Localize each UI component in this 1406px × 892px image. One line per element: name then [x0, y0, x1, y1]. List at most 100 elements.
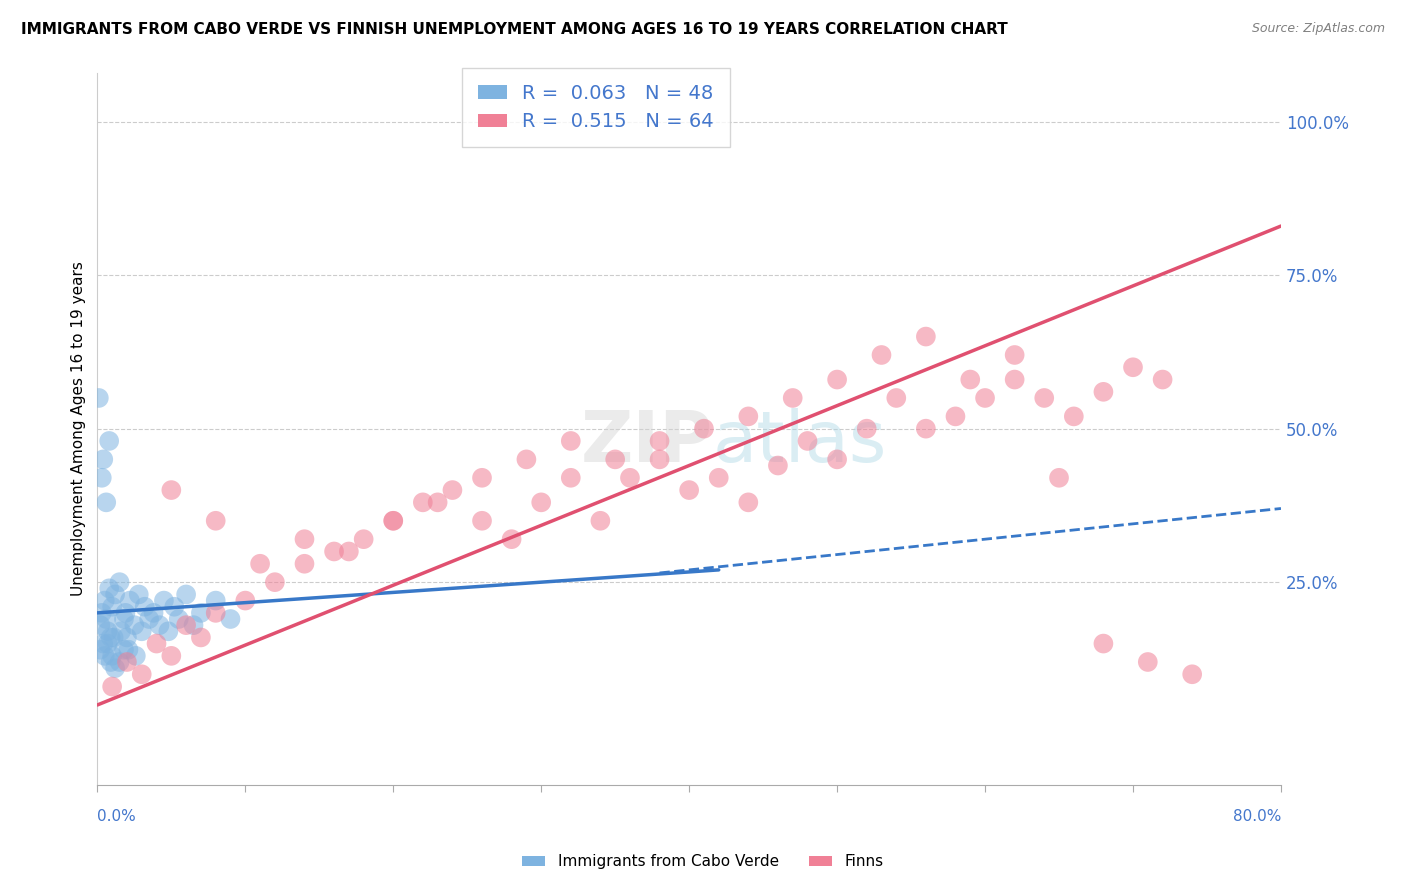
Point	[530, 495, 553, 509]
Point	[90, 471, 112, 485]
Point	[471, 514, 494, 528]
Point	[174, 587, 197, 601]
Point	[249, 557, 271, 571]
Point	[108, 575, 131, 590]
Point	[117, 642, 139, 657]
Point	[125, 648, 148, 663]
Point	[101, 648, 124, 663]
Point	[108, 655, 131, 669]
Text: Source: ZipAtlas.com: Source: ZipAtlas.com	[1251, 22, 1385, 36]
Point	[1033, 391, 1056, 405]
Point	[157, 624, 180, 639]
Point	[1136, 655, 1159, 669]
Point	[98, 582, 121, 596]
Point	[782, 391, 804, 405]
Point	[1152, 372, 1174, 386]
Point	[737, 495, 759, 509]
Point	[94, 593, 117, 607]
Point	[412, 495, 434, 509]
Point	[825, 452, 848, 467]
Point	[766, 458, 789, 473]
Point	[737, 409, 759, 424]
Point	[884, 391, 907, 405]
Point	[294, 532, 316, 546]
Point	[97, 636, 120, 650]
Point	[98, 434, 121, 448]
Point	[118, 593, 141, 607]
Point	[648, 452, 671, 467]
Point	[589, 514, 612, 528]
Point	[115, 655, 138, 669]
Legend: R =  0.063   N = 48, R =  0.515   N = 64: R = 0.063 N = 48, R = 0.515 N = 64	[463, 68, 730, 147]
Point	[148, 618, 170, 632]
Point	[294, 557, 316, 571]
Point	[97, 624, 120, 639]
Point	[501, 532, 523, 546]
Point	[264, 575, 287, 590]
Point	[160, 648, 183, 663]
Legend: Immigrants from Cabo Verde, Finns: Immigrants from Cabo Verde, Finns	[516, 848, 890, 875]
Point	[1092, 384, 1115, 399]
Point	[110, 624, 132, 639]
Point	[174, 618, 197, 632]
Point	[145, 636, 167, 650]
Point	[90, 606, 112, 620]
Point	[204, 514, 226, 528]
Point	[128, 587, 150, 601]
Point	[115, 631, 138, 645]
Point	[855, 422, 877, 436]
Point	[96, 612, 118, 626]
Point	[204, 593, 226, 607]
Point	[100, 655, 122, 669]
Point	[337, 544, 360, 558]
Point	[100, 631, 122, 645]
Point	[515, 452, 537, 467]
Point	[974, 391, 997, 405]
Point	[167, 612, 190, 626]
Point	[160, 483, 183, 497]
Text: ZIP: ZIP	[581, 409, 713, 477]
Point	[219, 612, 242, 626]
Point	[870, 348, 893, 362]
Point	[426, 495, 449, 509]
Point	[619, 471, 641, 485]
Point	[190, 631, 212, 645]
Point	[153, 593, 176, 607]
Point	[87, 391, 110, 405]
Point	[94, 648, 117, 663]
Point	[183, 618, 205, 632]
Point	[131, 667, 153, 681]
Point	[1122, 360, 1144, 375]
Point	[1004, 348, 1026, 362]
Text: 80.0%: 80.0%	[1233, 809, 1281, 824]
Text: 0.0%: 0.0%	[97, 809, 136, 824]
Point	[142, 606, 165, 620]
Point	[382, 514, 405, 528]
Point	[915, 422, 938, 436]
Point	[96, 495, 118, 509]
Point	[101, 599, 124, 614]
Point	[1063, 409, 1085, 424]
Point	[131, 624, 153, 639]
Point	[560, 471, 582, 485]
Point	[560, 434, 582, 448]
Point	[915, 329, 938, 343]
Point	[1004, 372, 1026, 386]
Point	[382, 514, 405, 528]
Point	[124, 618, 146, 632]
Point	[91, 636, 114, 650]
Point	[323, 544, 346, 558]
Point	[1047, 471, 1070, 485]
Point	[112, 612, 135, 626]
Point	[101, 680, 124, 694]
Point	[112, 642, 135, 657]
Point	[678, 483, 700, 497]
Y-axis label: Unemployment Among Ages 16 to 19 years: Unemployment Among Ages 16 to 19 years	[72, 261, 86, 596]
Point	[825, 372, 848, 386]
Point	[104, 661, 127, 675]
Point	[89, 642, 111, 657]
Point	[103, 631, 125, 645]
Point	[441, 483, 464, 497]
Point	[89, 618, 111, 632]
Point	[104, 587, 127, 601]
